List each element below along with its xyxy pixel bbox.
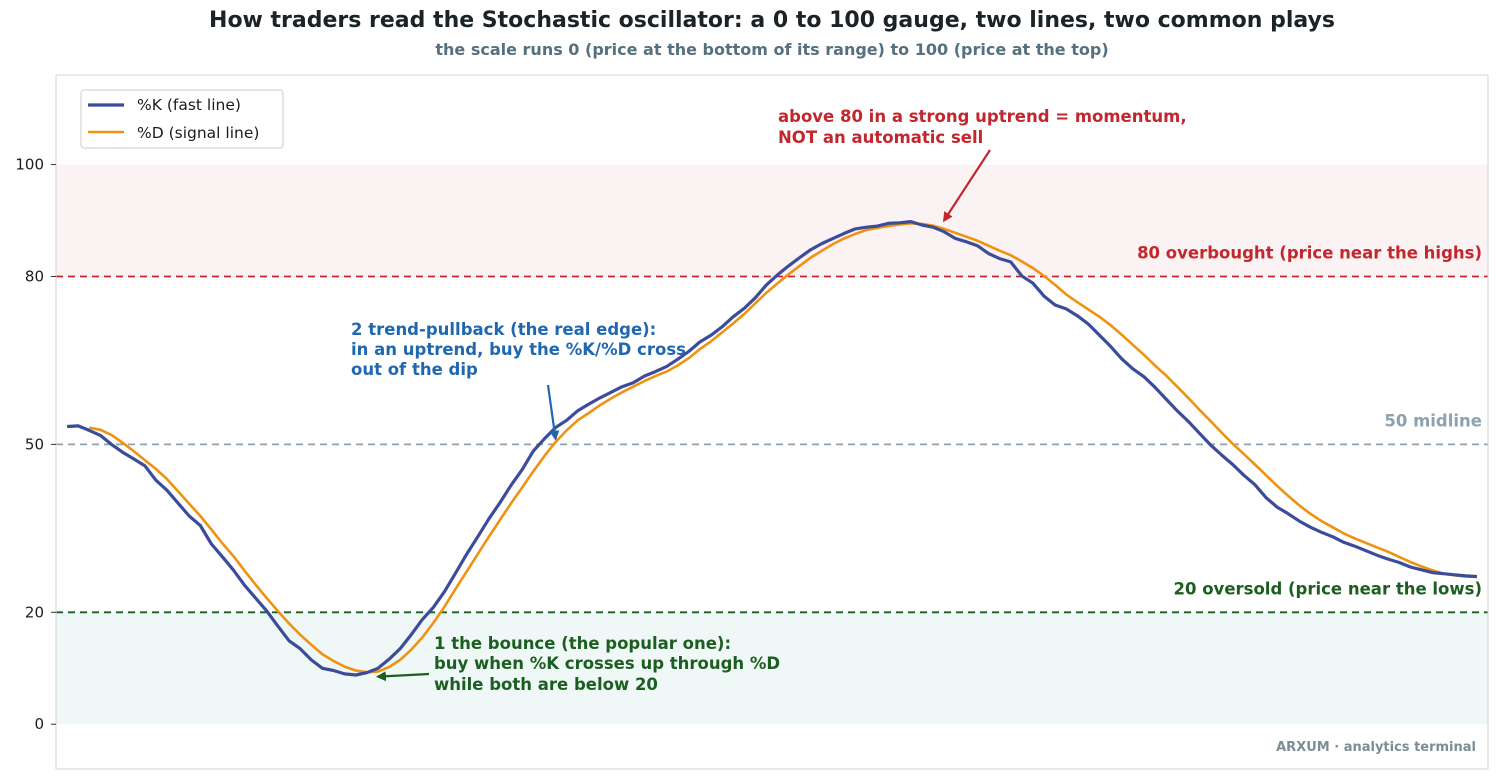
overbought-zone <box>56 164 1488 277</box>
pullback-annotation: 2 trend-pullback (the real edge): in an u… <box>351 320 686 441</box>
k-fast-line <box>67 220 1477 677</box>
legend-box <box>80 89 284 149</box>
bounce-line-2: buy when %K crosses up through %D <box>434 654 780 673</box>
y-tick-label-100: 100 <box>15 156 44 174</box>
momentum-line-2: NOT an automatic sell <box>778 128 983 147</box>
y-tick-label-80: 80 <box>25 267 44 285</box>
plot-frame <box>55 74 1489 770</box>
momentum-arrow <box>942 149 991 223</box>
svg-text:above 80 in a strong uptrend =: above 80 in a strong uptrend = momentum,… <box>778 107 1187 147</box>
y-tick-label-0: 0 <box>34 715 44 733</box>
y-axis: 0 20 50 80 100 <box>15 156 56 733</box>
pullback-line-2: in an uptrend, buy the %K/%D cross <box>351 340 686 359</box>
d-signal-line <box>89 222 1477 674</box>
footer-brand: ARXUM · analytics terminal <box>1276 740 1476 755</box>
y-tick-label-50: 50 <box>25 435 44 453</box>
legend: %K (fast line) %D (signal line) <box>80 89 284 149</box>
bounce-line-3: while both are below 20 <box>434 675 658 694</box>
overbought-label: 80 overbought (price near the highs) <box>1137 243 1482 262</box>
midline-label: 50 midline <box>1384 411 1482 430</box>
legend-d-label: %D (signal line) <box>137 124 259 142</box>
momentum-line-1: above 80 in a strong uptrend = momentum, <box>778 107 1187 126</box>
oversold-label: 20 oversold (price near the lows) <box>1174 579 1482 598</box>
momentum-annotation: above 80 in a strong uptrend = momentum,… <box>778 107 1187 223</box>
page-title: How traders read the Stochastic oscillat… <box>209 8 1335 33</box>
bounce-annotation: 1 the bounce (the popular one): buy when … <box>375 634 780 694</box>
svg-text:2 trend-pullback (the real ed: 2 trend-pullback (the real edge): in an u… <box>351 320 686 379</box>
bounce-line-1: 1 the bounce (the popular one): <box>434 634 731 653</box>
page-subtitle: the scale runs 0 (price at the bottom of… <box>435 40 1109 59</box>
svg-text:1 the bounce (the popular one: 1 the bounce (the popular one): buy when … <box>434 634 780 694</box>
pullback-line-3: out of the dip <box>351 360 478 379</box>
y-tick-label-20: 20 <box>25 603 44 621</box>
pullback-arrow <box>546 384 560 441</box>
pullback-line-1: 2 trend-pullback (the real edge): <box>351 320 656 339</box>
legend-k-label: %K (fast line) <box>137 96 241 114</box>
bounce-arrow <box>375 671 430 682</box>
